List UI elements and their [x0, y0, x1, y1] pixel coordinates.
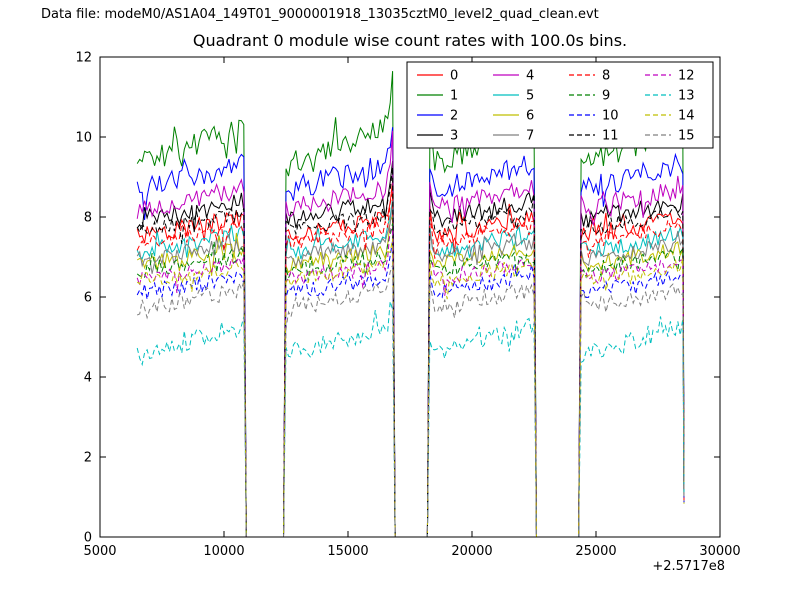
legend-label-1: 1 [450, 89, 458, 104]
y-tick-label: 12 [75, 51, 92, 66]
y-tick-label: 0 [84, 531, 92, 546]
legend-label-11: 11 [602, 129, 619, 144]
series-line-15 [136, 265, 685, 538]
legend-label-7: 7 [526, 129, 534, 144]
series-line-14 [136, 238, 685, 538]
legend-label-6: 6 [526, 109, 534, 124]
legend-label-15: 15 [678, 129, 695, 144]
y-tick-label: 2 [84, 451, 92, 466]
legend-label-0: 0 [450, 69, 458, 84]
legend-label-14: 14 [678, 109, 695, 124]
legend-label-10: 10 [602, 109, 619, 124]
legend-label-9: 9 [602, 89, 610, 104]
x-tick-label: 10000 [203, 544, 244, 559]
chart-title: Quadrant 0 module wise count rates with … [192, 31, 628, 50]
legend-label-8: 8 [602, 69, 610, 84]
series-line-2 [136, 127, 685, 538]
legend-label-5: 5 [526, 89, 534, 104]
series-line-5 [136, 198, 685, 538]
legend-label-2: 2 [450, 109, 458, 124]
x-tick-label: 25000 [575, 544, 616, 559]
y-tick-label: 8 [84, 211, 92, 226]
series-line-9 [136, 223, 685, 538]
legend-label-12: 12 [678, 69, 695, 84]
legend-label-13: 13 [678, 89, 695, 104]
y-tick-label: 10 [75, 131, 92, 146]
x-axis-offset-label: +2.5717e8 [652, 559, 725, 574]
x-tick-label: 20000 [451, 544, 492, 559]
series-line-11 [136, 167, 685, 538]
x-tick-label: 15000 [327, 544, 368, 559]
data-file-label: Data file: modeM0/AS1A04_149T01_90000019… [41, 7, 599, 22]
y-tick-label: 4 [84, 371, 92, 386]
legend-box [406, 61, 714, 149]
y-tick-label: 6 [84, 291, 92, 306]
x-tick-label: 5000 [83, 544, 116, 559]
series-line-7 [136, 199, 685, 538]
series-line-13 [136, 301, 685, 538]
legend-label-3: 3 [450, 129, 458, 144]
series-line-8 [136, 192, 685, 538]
series-line-3 [136, 160, 685, 538]
series-line-0 [136, 181, 685, 538]
series-line-10 [136, 240, 685, 538]
x-tick-label: 30000 [699, 544, 740, 559]
legend-label-4: 4 [526, 69, 534, 84]
